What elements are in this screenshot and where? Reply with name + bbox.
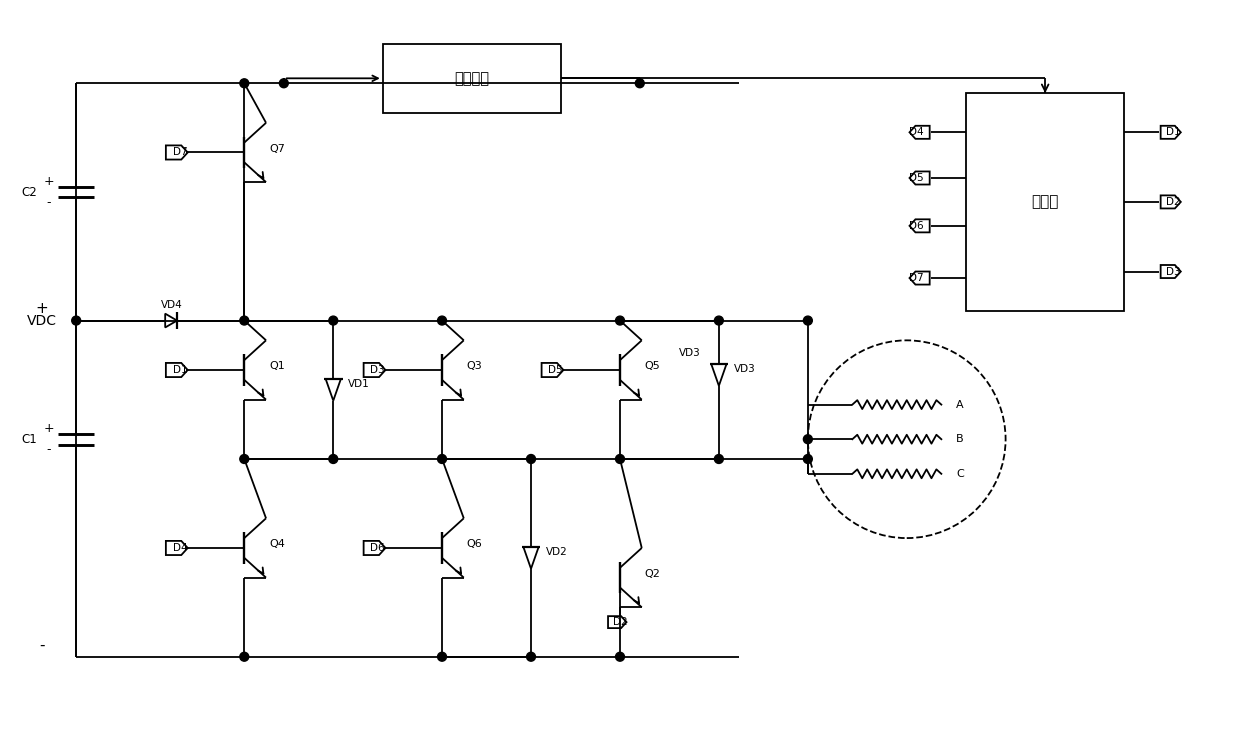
Circle shape: [527, 652, 536, 661]
Text: D1: D1: [172, 365, 187, 375]
Text: -: -: [46, 196, 51, 209]
Text: D6: D6: [371, 543, 386, 553]
Text: D7: D7: [909, 273, 924, 283]
Text: +: +: [43, 175, 53, 188]
Text: VD1: VD1: [348, 379, 370, 388]
Circle shape: [438, 454, 446, 463]
Text: +: +: [35, 301, 48, 316]
Text: D1: D1: [1167, 127, 1180, 138]
Text: 单片机: 单片机: [1032, 195, 1059, 209]
Circle shape: [239, 652, 249, 661]
Circle shape: [615, 316, 625, 325]
Text: D2: D2: [1167, 197, 1180, 207]
Text: D3: D3: [371, 365, 386, 375]
Text: -: -: [38, 637, 45, 653]
Circle shape: [714, 454, 723, 463]
Text: D5: D5: [548, 365, 563, 375]
Text: VD3: VD3: [680, 349, 701, 358]
Circle shape: [635, 79, 645, 88]
Circle shape: [804, 435, 812, 444]
Text: VDC: VDC: [27, 314, 57, 328]
Text: VD2: VD2: [546, 547, 568, 557]
Text: D6: D6: [909, 221, 924, 231]
Text: A: A: [956, 400, 963, 410]
Circle shape: [329, 316, 337, 325]
Text: +: +: [43, 423, 53, 435]
Circle shape: [329, 454, 337, 463]
Circle shape: [714, 316, 723, 325]
Circle shape: [72, 316, 81, 325]
Text: C1: C1: [21, 433, 37, 445]
Circle shape: [527, 454, 536, 463]
Text: Q4: Q4: [269, 539, 285, 549]
Text: B: B: [956, 434, 963, 444]
Text: D4: D4: [909, 127, 924, 138]
Circle shape: [239, 316, 249, 325]
Circle shape: [239, 454, 249, 463]
Text: D3: D3: [1167, 266, 1180, 277]
Circle shape: [438, 652, 446, 661]
Circle shape: [438, 316, 446, 325]
Circle shape: [615, 652, 625, 661]
Text: Q7: Q7: [269, 144, 285, 153]
Text: D7: D7: [172, 147, 187, 158]
Circle shape: [239, 79, 249, 88]
Text: 分压电路: 分压电路: [454, 71, 490, 86]
Circle shape: [615, 454, 625, 463]
Text: Q3: Q3: [466, 361, 482, 371]
Text: D4: D4: [172, 543, 187, 553]
Text: D5: D5: [909, 173, 924, 183]
Text: C2: C2: [21, 186, 37, 198]
Circle shape: [804, 454, 812, 463]
Text: VD3: VD3: [734, 364, 755, 374]
Text: C: C: [956, 469, 963, 479]
Text: Q2: Q2: [645, 568, 661, 579]
Text: -: -: [46, 443, 51, 456]
Circle shape: [804, 316, 812, 325]
Text: Q1: Q1: [269, 361, 285, 371]
Circle shape: [279, 79, 288, 88]
Text: D2: D2: [613, 617, 627, 627]
Text: VD4: VD4: [161, 300, 184, 310]
Text: Q6: Q6: [466, 539, 482, 549]
Text: Q5: Q5: [645, 361, 661, 371]
